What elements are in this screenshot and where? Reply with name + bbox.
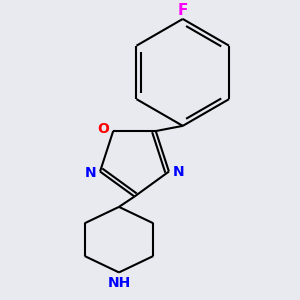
Text: F: F xyxy=(178,3,188,18)
Text: N: N xyxy=(85,166,96,180)
Text: NH: NH xyxy=(107,276,130,290)
Text: O: O xyxy=(98,122,110,136)
Text: N: N xyxy=(173,164,184,178)
